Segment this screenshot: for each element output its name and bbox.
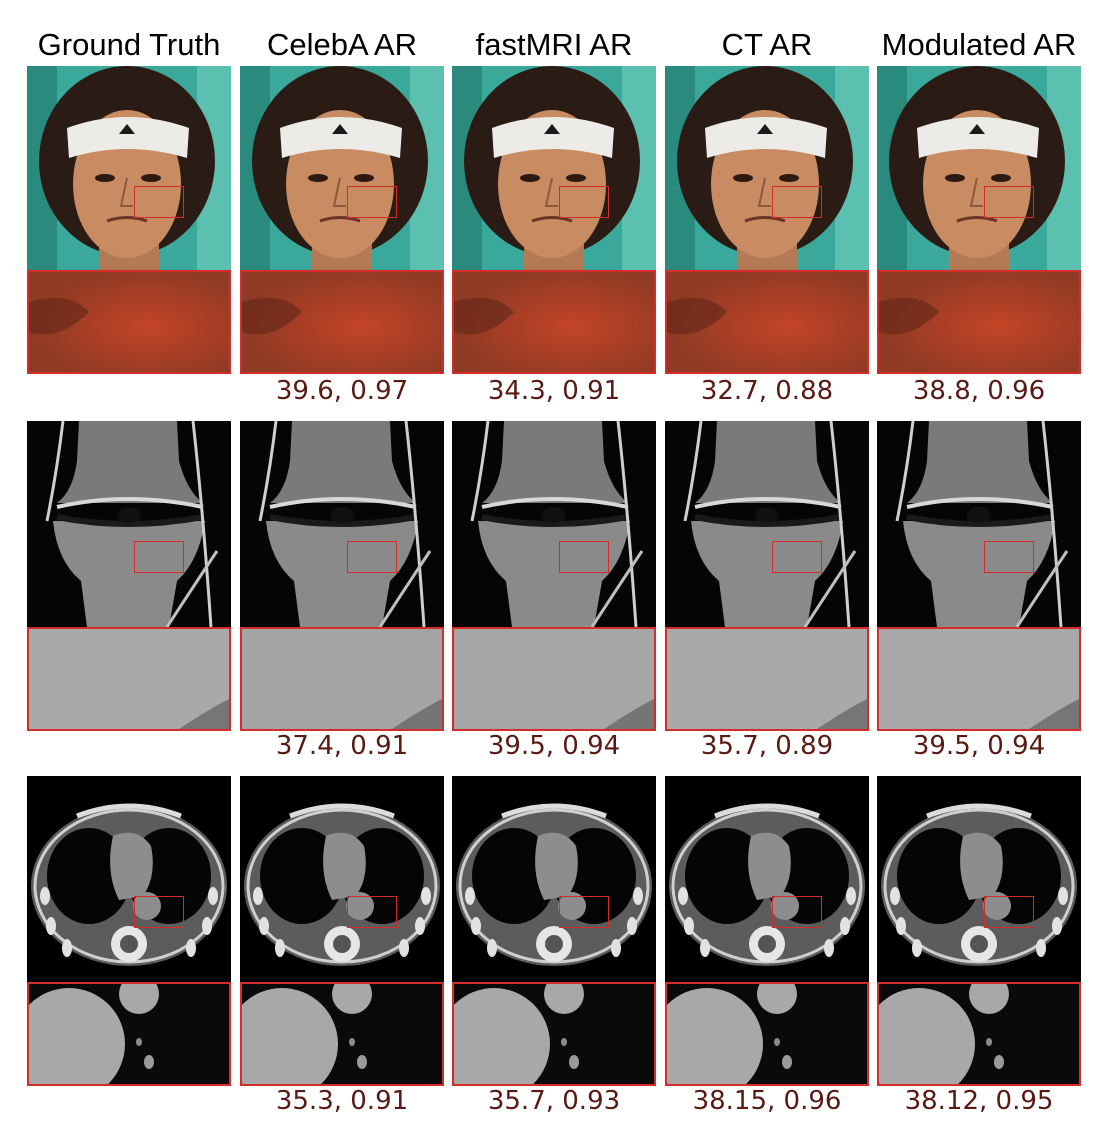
column-header: Ground Truth bbox=[37, 27, 221, 62]
psnr-ssim-metric: 39.5, 0.94 bbox=[487, 731, 621, 761]
chest-ct-zoomed-crop bbox=[877, 982, 1081, 1086]
psnr-ssim-metric: 35.7, 0.89 bbox=[700, 731, 834, 761]
region-of-interest-box bbox=[772, 896, 822, 928]
region-of-interest-box bbox=[772, 541, 822, 573]
face-reconstruction-image bbox=[240, 66, 444, 272]
face-zoomed-crop bbox=[877, 270, 1081, 374]
region-of-interest-box bbox=[559, 896, 609, 928]
chest-ct-reconstruction-image bbox=[452, 776, 656, 982]
region-of-interest-box bbox=[559, 186, 609, 218]
knee-mri-zoomed-crop bbox=[665, 627, 869, 731]
face-zoomed-crop bbox=[665, 270, 869, 374]
chest-ct-reconstruction-image bbox=[27, 776, 231, 982]
region-of-interest-box bbox=[347, 186, 397, 218]
face-reconstruction-image bbox=[27, 66, 231, 272]
face-reconstruction-image bbox=[877, 66, 1081, 272]
region-of-interest-box bbox=[347, 896, 397, 928]
region-of-interest-box bbox=[347, 541, 397, 573]
psnr-ssim-metric: 38.15, 0.96 bbox=[692, 1086, 842, 1116]
chest-ct-zoomed-crop bbox=[665, 982, 869, 1086]
face-reconstruction-image bbox=[452, 66, 656, 272]
region-of-interest-box bbox=[984, 186, 1034, 218]
psnr-ssim-metric: 39.6, 0.97 bbox=[275, 376, 409, 406]
knee-mri-reconstruction-image bbox=[877, 421, 1081, 627]
knee-mri-zoomed-crop bbox=[27, 627, 231, 731]
psnr-ssim-metric: 38.8, 0.96 bbox=[912, 376, 1046, 406]
psnr-ssim-metric: 37.4, 0.91 bbox=[275, 731, 409, 761]
region-of-interest-box bbox=[984, 541, 1034, 573]
column-header: fastMRI AR bbox=[475, 27, 633, 62]
chest-ct-zoomed-crop bbox=[27, 982, 231, 1086]
psnr-ssim-metric: 34.3, 0.91 bbox=[487, 376, 621, 406]
psnr-ssim-metric: 39.5, 0.94 bbox=[912, 731, 1046, 761]
chest-ct-zoomed-crop bbox=[240, 982, 444, 1086]
face-zoomed-crop bbox=[240, 270, 444, 374]
chest-ct-zoomed-crop bbox=[452, 982, 656, 1086]
knee-mri-reconstruction-image bbox=[240, 421, 444, 627]
column-header: Modulated AR bbox=[881, 27, 1077, 62]
region-of-interest-box bbox=[134, 541, 184, 573]
psnr-ssim-metric: 35.3, 0.91 bbox=[275, 1086, 409, 1116]
column-header: CT AR bbox=[721, 27, 813, 62]
knee-mri-reconstruction-image bbox=[452, 421, 656, 627]
knee-mri-reconstruction-image bbox=[665, 421, 869, 627]
face-zoomed-crop bbox=[452, 270, 656, 374]
knee-mri-zoomed-crop bbox=[240, 627, 444, 731]
knee-mri-zoomed-crop bbox=[877, 627, 1081, 731]
knee-mri-zoomed-crop bbox=[452, 627, 656, 731]
column-header: CelebA AR bbox=[267, 27, 417, 62]
chest-ct-reconstruction-image bbox=[665, 776, 869, 982]
region-of-interest-box bbox=[559, 541, 609, 573]
psnr-ssim-metric: 35.7, 0.93 bbox=[487, 1086, 621, 1116]
region-of-interest-box bbox=[134, 896, 184, 928]
chest-ct-reconstruction-image bbox=[240, 776, 444, 982]
face-reconstruction-image bbox=[665, 66, 869, 272]
chest-ct-reconstruction-image bbox=[877, 776, 1081, 982]
psnr-ssim-metric: 38.12, 0.95 bbox=[904, 1086, 1054, 1116]
region-of-interest-box bbox=[134, 186, 184, 218]
region-of-interest-box bbox=[772, 186, 822, 218]
psnr-ssim-metric: 32.7, 0.88 bbox=[700, 376, 834, 406]
region-of-interest-box bbox=[984, 896, 1034, 928]
face-zoomed-crop bbox=[27, 270, 231, 374]
knee-mri-reconstruction-image bbox=[27, 421, 231, 627]
